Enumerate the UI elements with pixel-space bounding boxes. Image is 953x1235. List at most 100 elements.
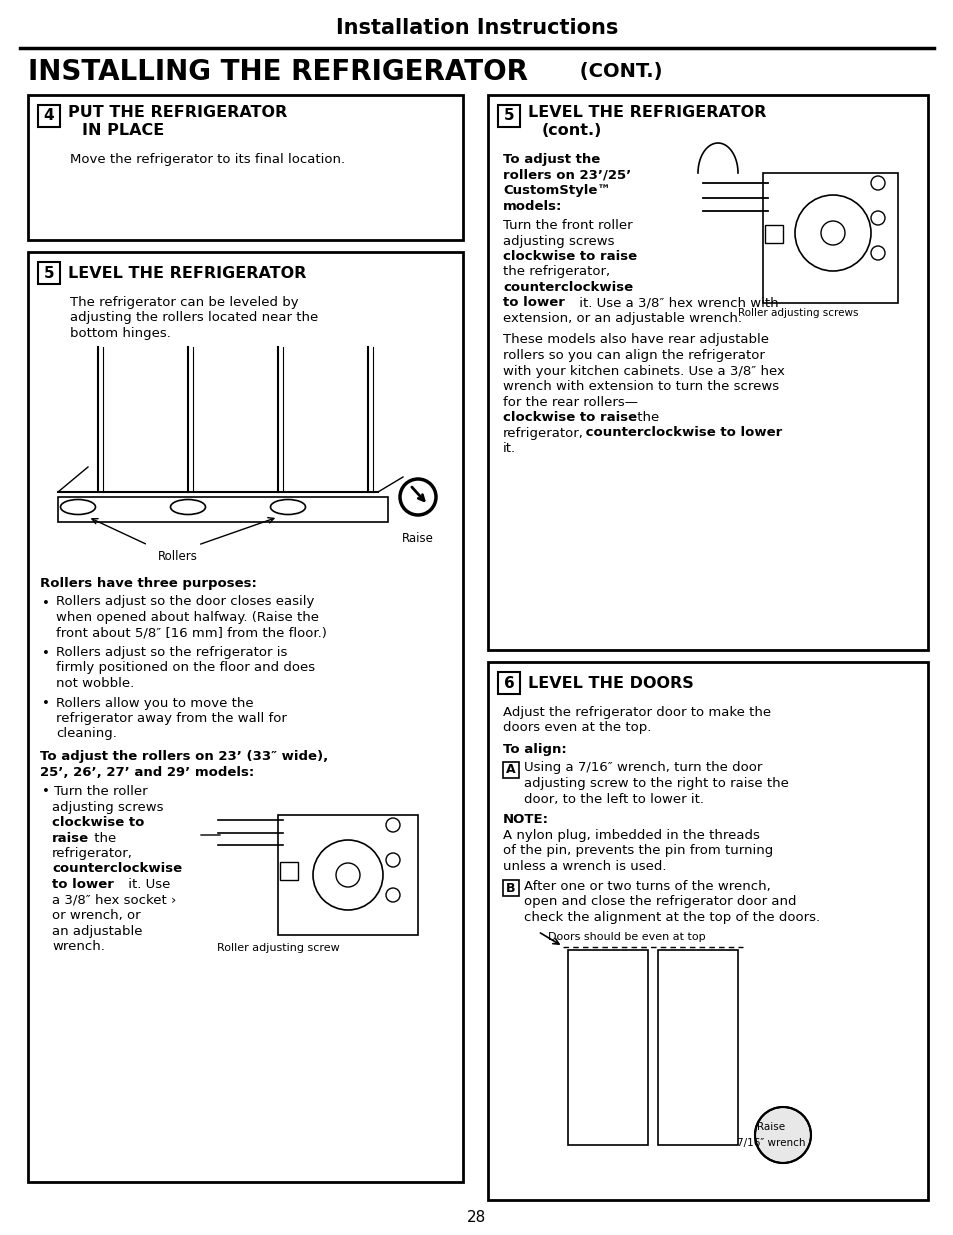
Text: the refrigerator,: the refrigerator, xyxy=(502,266,610,279)
Text: refrigerator away from the wall for: refrigerator away from the wall for xyxy=(56,713,287,725)
Text: the: the xyxy=(633,411,659,424)
Text: Rollers adjust so the refrigerator is: Rollers adjust so the refrigerator is xyxy=(56,646,287,659)
Text: of the pin, prevents the pin from turning: of the pin, prevents the pin from turnin… xyxy=(502,844,773,857)
Bar xyxy=(762,173,897,303)
Text: (cont.): (cont.) xyxy=(541,124,601,138)
Text: Installation Instructions: Installation Instructions xyxy=(335,19,618,38)
Text: adjusting screws: adjusting screws xyxy=(502,235,614,247)
Bar xyxy=(58,496,388,522)
Text: wrench.: wrench. xyxy=(52,940,105,953)
Text: clockwise to raise: clockwise to raise xyxy=(502,249,637,263)
Text: IN PLACE: IN PLACE xyxy=(82,124,164,138)
Text: or wrench, or: or wrench, or xyxy=(52,909,140,923)
Text: door, to the left to lower it.: door, to the left to lower it. xyxy=(523,793,703,805)
Bar xyxy=(28,95,462,240)
Bar xyxy=(502,762,518,778)
Text: A nylon plug, imbedded in the threads: A nylon plug, imbedded in the threads xyxy=(502,829,760,841)
Text: rollers so you can align the refrigerator: rollers so you can align the refrigerato… xyxy=(502,350,764,362)
Text: with your kitchen cabinets. Use a 3/8″ hex: with your kitchen cabinets. Use a 3/8″ h… xyxy=(502,364,784,378)
Bar xyxy=(280,862,297,881)
Text: To adjust the rollers on 23’ (33″ wide),: To adjust the rollers on 23’ (33″ wide), xyxy=(40,750,328,763)
Text: bottom hinges.: bottom hinges. xyxy=(70,327,171,340)
Text: clockwise to: clockwise to xyxy=(52,816,144,829)
Text: adjusting screw to the right to raise the: adjusting screw to the right to raise th… xyxy=(523,777,788,790)
Text: firmly positioned on the floor and does: firmly positioned on the floor and does xyxy=(56,662,314,674)
Text: not wobble.: not wobble. xyxy=(56,677,134,690)
Bar xyxy=(497,105,519,127)
Text: cleaning.: cleaning. xyxy=(56,727,117,741)
Text: Rollers adjust so the door closes easily: Rollers adjust so the door closes easily xyxy=(56,595,314,609)
Text: 28: 28 xyxy=(467,1210,486,1225)
Text: •: • xyxy=(42,647,50,659)
Text: Raise: Raise xyxy=(401,532,434,545)
Text: for the rear rollers—: for the rear rollers— xyxy=(502,395,638,409)
Text: 7/16″ wrench: 7/16″ wrench xyxy=(736,1137,804,1149)
Bar xyxy=(488,95,927,650)
Text: Rollers: Rollers xyxy=(158,550,197,563)
Text: refrigerator,: refrigerator, xyxy=(52,847,132,860)
Text: B: B xyxy=(506,882,516,894)
Bar xyxy=(38,105,60,127)
Text: LEVEL THE REFRIGERATOR: LEVEL THE REFRIGERATOR xyxy=(68,266,306,280)
Text: an adjustable: an adjustable xyxy=(52,925,142,937)
Text: To adjust the: To adjust the xyxy=(502,153,599,165)
Bar xyxy=(28,252,462,1182)
Text: To align:: To align: xyxy=(502,743,566,756)
Bar xyxy=(277,815,417,935)
Text: LEVEL THE DOORS: LEVEL THE DOORS xyxy=(527,676,693,690)
Text: wrench with extension to turn the screws: wrench with extension to turn the screws xyxy=(502,380,779,393)
Text: PUT THE REFRIGERATOR: PUT THE REFRIGERATOR xyxy=(68,105,287,120)
Text: Turn the front roller: Turn the front roller xyxy=(502,219,632,232)
Text: adjusting the rollers located near the: adjusting the rollers located near the xyxy=(70,311,318,325)
Bar xyxy=(658,950,738,1145)
Text: 5: 5 xyxy=(44,266,54,280)
Text: CustomStyle™: CustomStyle™ xyxy=(502,184,610,198)
Text: Using a 7/16″ wrench, turn the door: Using a 7/16″ wrench, turn the door xyxy=(523,762,761,774)
Text: Move the refrigerator to its final location.: Move the refrigerator to its final locat… xyxy=(70,153,345,165)
Text: These models also have rear adjustable: These models also have rear adjustable xyxy=(502,333,768,347)
Text: the: the xyxy=(90,831,116,845)
Text: doors even at the top.: doors even at the top. xyxy=(502,721,651,735)
Text: open and close the refrigerator door and: open and close the refrigerator door and xyxy=(523,895,796,909)
Text: check the alignment at the top of the doors.: check the alignment at the top of the do… xyxy=(523,911,820,924)
Text: it.: it. xyxy=(502,442,516,454)
Text: 6: 6 xyxy=(503,676,514,690)
Bar xyxy=(502,881,518,897)
Text: models:: models: xyxy=(502,200,561,212)
Bar xyxy=(567,950,647,1145)
Text: to lower: to lower xyxy=(502,296,564,310)
Text: •: • xyxy=(42,597,50,610)
Bar xyxy=(488,662,927,1200)
Text: 4: 4 xyxy=(44,109,54,124)
Text: adjusting screws: adjusting screws xyxy=(52,800,163,814)
Text: rollers on 23’/25’: rollers on 23’/25’ xyxy=(502,168,631,182)
Text: INSTALLING THE REFRIGERATOR: INSTALLING THE REFRIGERATOR xyxy=(28,58,527,86)
Text: Doors should be even at top: Doors should be even at top xyxy=(547,932,705,942)
Text: raise: raise xyxy=(52,831,89,845)
Text: it. Use a 3/8″ hex wrench with: it. Use a 3/8″ hex wrench with xyxy=(575,296,778,310)
Text: A: A xyxy=(506,763,516,776)
Text: •: • xyxy=(42,698,50,710)
Text: • Turn the roller: • Turn the roller xyxy=(42,785,148,798)
Text: unless a wrench is used.: unless a wrench is used. xyxy=(502,860,666,872)
Text: (CONT.): (CONT.) xyxy=(573,62,661,82)
Bar xyxy=(497,672,519,694)
Text: Roller adjusting screw: Roller adjusting screw xyxy=(216,944,339,953)
Text: counterclockwise: counterclockwise xyxy=(502,282,633,294)
Text: front about 5/8″ [16 mm] from the floor.): front about 5/8″ [16 mm] from the floor.… xyxy=(56,626,327,640)
Text: refrigerator,: refrigerator, xyxy=(502,426,583,440)
Text: NOTE:: NOTE: xyxy=(502,813,548,826)
Text: 5: 5 xyxy=(503,109,514,124)
Text: Adjust the refrigerator door to make the: Adjust the refrigerator door to make the xyxy=(502,706,770,719)
Text: counterclockwise to lower: counterclockwise to lower xyxy=(580,426,781,440)
Text: 25’, 26’, 27’ and 29’ models:: 25’, 26’, 27’ and 29’ models: xyxy=(40,766,254,778)
Text: to lower: to lower xyxy=(52,878,113,890)
Text: when opened about halfway. (Raise the: when opened about halfway. (Raise the xyxy=(56,611,318,624)
Text: Roller adjusting screws: Roller adjusting screws xyxy=(738,308,858,317)
Bar xyxy=(38,262,60,284)
Text: After one or two turns of the wrench,: After one or two turns of the wrench, xyxy=(523,881,770,893)
Text: The refrigerator can be leveled by: The refrigerator can be leveled by xyxy=(70,296,298,309)
Text: Raise: Raise xyxy=(756,1123,784,1132)
Text: clockwise to raise: clockwise to raise xyxy=(502,411,637,424)
Bar xyxy=(764,225,782,243)
